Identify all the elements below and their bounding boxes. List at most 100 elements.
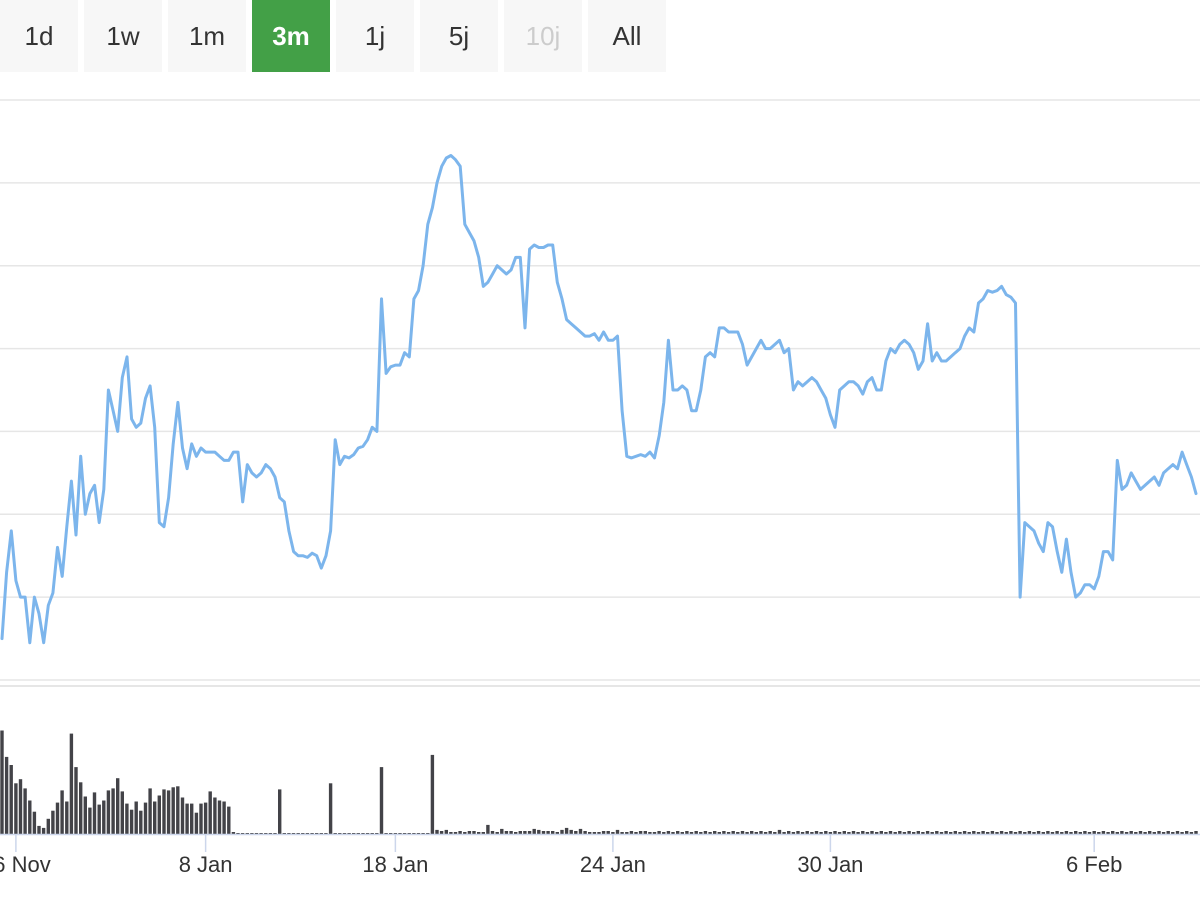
volume-bar [999, 831, 1004, 834]
volume-bar [402, 833, 407, 834]
range-button-5j[interactable]: 5j [420, 0, 498, 72]
range-button-1j[interactable]: 1j [336, 0, 414, 72]
volume-bar [856, 832, 860, 834]
volume-bar [32, 811, 37, 834]
volume-bar [1013, 832, 1018, 834]
volume-bar [671, 832, 675, 834]
volume-bar [1046, 831, 1050, 834]
volume-bar [921, 832, 925, 834]
volume-bar [370, 833, 374, 834]
volume-bar [1106, 832, 1110, 834]
volume-bar [0, 730, 4, 834]
volume-bar [106, 790, 111, 834]
volume-bar [546, 831, 550, 834]
volume-bar [981, 831, 985, 834]
volume-bar [754, 832, 758, 834]
volume-bar [1064, 831, 1069, 834]
x-tick-label: 6 Feb [1066, 852, 1122, 877]
volume-bar [92, 792, 97, 834]
volume-bar [615, 829, 620, 834]
volume-bar [990, 831, 995, 834]
volume-bar [176, 786, 180, 834]
volume-bar [458, 831, 462, 834]
volume-bar [1138, 831, 1143, 834]
volume-bar [810, 832, 814, 834]
volume-bar [421, 833, 425, 834]
volume-bar [597, 832, 601, 834]
volume-bar [389, 833, 393, 834]
volume-bar [1171, 832, 1175, 834]
volume-bar [583, 831, 587, 834]
volume-bar [976, 832, 981, 834]
volume-bar [1161, 832, 1166, 834]
volume-bar [46, 818, 50, 834]
volume-bar [1078, 832, 1082, 834]
range-button-1w[interactable]: 1w [84, 0, 162, 72]
volume-bar [305, 833, 310, 834]
x-tick-label: 8 Jan [179, 852, 233, 877]
volume-bar [365, 833, 370, 834]
volume-bar [1111, 831, 1115, 834]
volume-bar [1134, 832, 1138, 834]
volume-bar [967, 832, 971, 834]
volume-bar [83, 796, 87, 834]
volume-bar [490, 831, 495, 834]
volume-bar [805, 831, 809, 834]
volume-bar [477, 832, 481, 834]
volume-bar [1157, 831, 1161, 834]
volume-bar [523, 831, 527, 834]
volume-bar [37, 825, 41, 834]
price-line[interactable] [0, 154, 1198, 645]
volume-bar [694, 831, 698, 834]
volume-bar [574, 831, 578, 834]
volume-bar [278, 789, 282, 834]
volume-bar [629, 831, 634, 834]
volume-bar [180, 797, 185, 834]
volume-bar [352, 833, 356, 834]
volume-bar [1194, 831, 1198, 834]
range-button-3m[interactable]: 3m [252, 0, 330, 72]
volume-bar [120, 791, 124, 834]
volume-bar [685, 831, 689, 834]
range-button-1m[interactable]: 1m [168, 0, 246, 72]
volume-bar [236, 833, 240, 834]
volume-bar [925, 831, 930, 834]
volume-bar [55, 802, 60, 834]
volume-bar [65, 801, 69, 834]
volume-bar [23, 788, 27, 834]
volume-bar [393, 833, 398, 834]
volume-bar [1180, 832, 1184, 834]
volume-bar [1083, 831, 1087, 834]
volume-bar [851, 831, 856, 834]
volume-bar [259, 833, 263, 834]
volume-bar [324, 833, 328, 834]
volume-bar [814, 831, 819, 834]
volume-bar [227, 806, 231, 834]
volume-bar [657, 831, 661, 834]
volume-bar [676, 831, 680, 834]
volume-bar [208, 791, 212, 834]
volume-bar [1004, 832, 1008, 834]
volume-bar [287, 833, 291, 834]
range-button-all[interactable]: All [588, 0, 666, 72]
volume-bar [375, 833, 379, 834]
volume-bar [185, 803, 189, 834]
volume-bar [171, 787, 175, 834]
volume-bar [898, 831, 902, 834]
volume-bar [773, 832, 777, 834]
volume-bar [1152, 832, 1156, 834]
volume-bar [444, 829, 448, 834]
volume-bar [1124, 832, 1129, 834]
volume-bar [162, 789, 166, 834]
volume-bar [879, 831, 883, 834]
volume-bar [74, 767, 78, 834]
volume-bar [722, 831, 726, 834]
volume-bar [41, 827, 46, 834]
volume-bar [439, 831, 444, 834]
volume-bar [787, 831, 791, 834]
volume-bar [796, 831, 800, 834]
range-button-1d[interactable]: 1d [0, 0, 78, 72]
volume-bar [935, 831, 939, 834]
volume-bar [338, 833, 342, 834]
